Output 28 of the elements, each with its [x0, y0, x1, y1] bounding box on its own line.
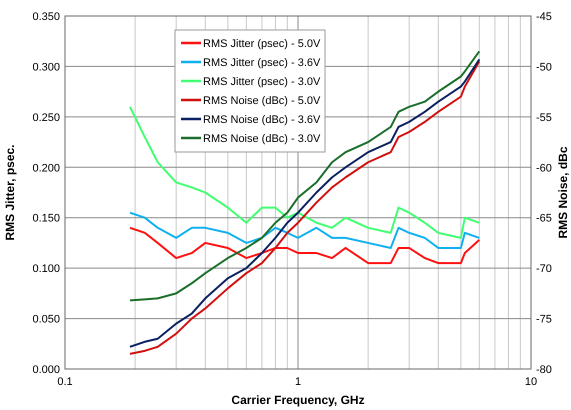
y-tick-label: 0.200: [32, 162, 60, 174]
y-tick-label: 0.150: [32, 212, 60, 225]
y2-tick-label: -55: [536, 112, 552, 124]
legend-label: RMS Noise (dBc) - 5.0V: [203, 95, 322, 107]
y-tick-label: 0.300: [32, 61, 60, 74]
legend-label: RMS Jitter (psec) - 5.0V: [203, 38, 322, 50]
y-tick-label: 0.100: [32, 263, 60, 276]
y-tick-label: 0.350: [32, 11, 60, 23]
legend-label: RMS Jitter (psec) - 3.6V: [203, 57, 322, 69]
y-tick-label: 0.250: [32, 112, 60, 124]
y2-tick-label: -65: [536, 212, 552, 225]
y-tick-label: 0.050: [32, 314, 60, 326]
x-tick-label: 0.1: [57, 376, 73, 388]
x-tick-label: 10: [524, 376, 538, 388]
y2-tick-label: -70: [536, 263, 552, 276]
legend-label: RMS Jitter (psec) - 3.0V: [203, 76, 322, 88]
y2-tick-label: -45: [536, 11, 552, 23]
x-tick-label: 1: [294, 376, 302, 388]
y-tick-label: 0.000: [32, 364, 60, 376]
x-axis-title: Carrier Frequency, GHz: [231, 393, 365, 407]
y-axis-title: RMS Jitter, psec.: [3, 144, 17, 241]
y2-tick-label: -75: [536, 314, 552, 326]
y2-axis-title: RMS Noise, dBc: [556, 146, 570, 239]
y2-tick-label: -60: [536, 162, 552, 174]
legend-label: RMS Noise (dBc) - 3.6V: [203, 114, 322, 126]
y2-tick-label: -80: [536, 364, 552, 376]
y2-tick-label: -50: [536, 61, 552, 74]
legend-label: RMS Noise (dBc) - 3.0V: [203, 133, 322, 145]
